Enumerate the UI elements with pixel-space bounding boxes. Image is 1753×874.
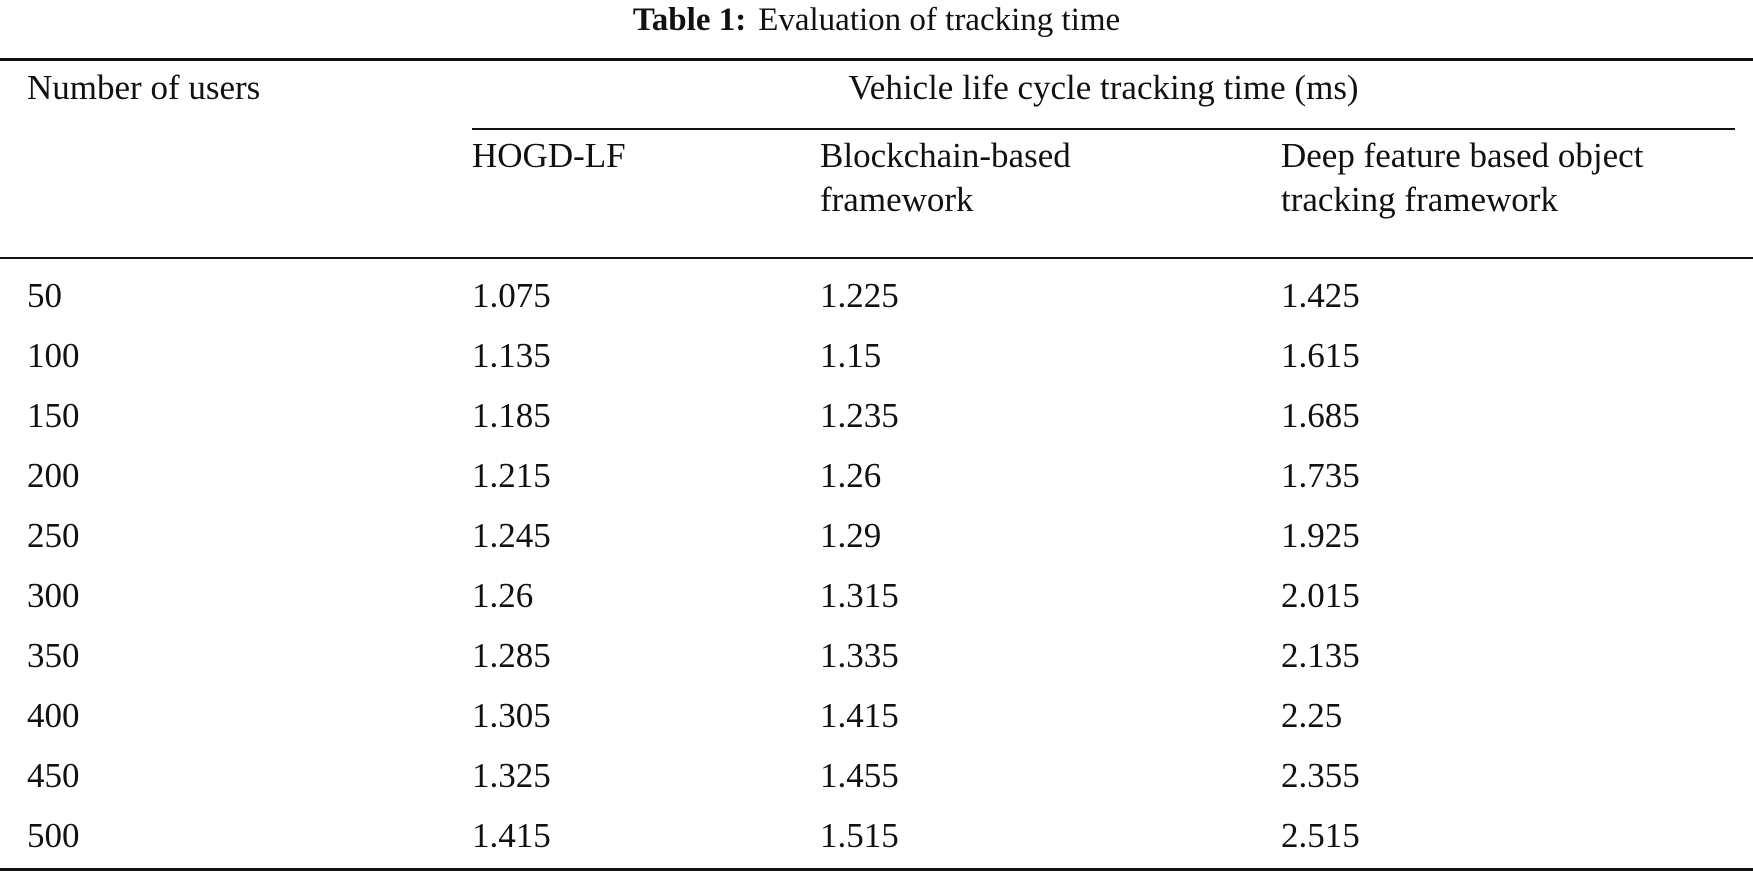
cell-hogd-lf: 1.415 <box>472 816 551 855</box>
cell-users: 450 <box>27 756 80 795</box>
cell-users: 100 <box>27 336 80 375</box>
column-header-line2: tracking framework <box>1281 180 1558 219</box>
cell-users: 200 <box>27 456 80 495</box>
cell-users: 300 <box>27 576 80 615</box>
cell-hogd-lf: 1.325 <box>472 756 551 795</box>
table-row: 250 1.245 1.29 1.925 <box>0 506 1753 566</box>
column-header-line1: Blockchain-based <box>820 136 1071 175</box>
group-header: Vehicle life cycle tracking time (ms) <box>848 68 1359 107</box>
cell-hogd-lf: 1.135 <box>472 336 551 375</box>
table-row: 200 1.215 1.26 1.735 <box>0 446 1753 506</box>
table-bottom-rule <box>0 868 1753 871</box>
table-row: 150 1.185 1.235 1.685 <box>0 386 1753 446</box>
cell-blockchain: 1.415 <box>820 696 899 735</box>
cell-hogd-lf: 1.185 <box>472 396 551 435</box>
group-header-rule <box>472 128 1735 130</box>
cell-blockchain: 1.515 <box>820 816 899 855</box>
table-row: 300 1.26 1.315 2.015 <box>0 566 1753 626</box>
cell-hogd-lf: 1.26 <box>472 576 534 615</box>
table-row: 350 1.285 1.335 2.135 <box>0 626 1753 686</box>
cell-hogd-lf: 1.245 <box>472 516 551 555</box>
cell-blockchain: 1.235 <box>820 396 899 435</box>
cell-blockchain: 1.15 <box>820 336 882 375</box>
cell-hogd-lf: 1.305 <box>472 696 551 735</box>
column-header-blockchain: Blockchain-based framework <box>820 134 1071 222</box>
column-header-hogd-lf: HOGD-LF <box>472 134 626 178</box>
cell-deep-feature: 1.685 <box>1281 396 1360 435</box>
cell-users: 500 <box>27 816 80 855</box>
caption-text: Evaluation of tracking time <box>758 2 1121 38</box>
cell-blockchain: 1.315 <box>820 576 899 615</box>
table-row: 100 1.135 1.15 1.615 <box>0 326 1753 386</box>
caption-label: Table 1: <box>632 2 747 38</box>
cell-deep-feature: 2.135 <box>1281 636 1360 675</box>
column-header-line1: Deep feature based object <box>1281 136 1644 175</box>
row-header: Number of users <box>27 68 261 107</box>
cell-hogd-lf: 1.215 <box>472 456 551 495</box>
cell-blockchain: 1.225 <box>820 276 899 315</box>
table-mid-rule <box>0 257 1753 259</box>
table-row: 400 1.305 1.415 2.25 <box>0 686 1753 746</box>
cell-users: 250 <box>27 516 80 555</box>
column-header-line2: framework <box>820 180 974 219</box>
table-top-rule <box>0 58 1753 61</box>
table-row: 50 1.075 1.225 1.425 <box>0 266 1753 326</box>
cell-deep-feature: 2.015 <box>1281 576 1360 615</box>
cell-blockchain: 1.26 <box>820 456 882 495</box>
table-caption: Table 1: Evaluation of tracking time <box>0 0 1753 40</box>
cell-blockchain: 1.455 <box>820 756 899 795</box>
cell-users: 150 <box>27 396 80 435</box>
cell-hogd-lf: 1.075 <box>472 276 551 315</box>
cell-blockchain: 1.29 <box>820 516 882 555</box>
cell-deep-feature: 2.355 <box>1281 756 1360 795</box>
cell-deep-feature: 1.425 <box>1281 276 1360 315</box>
cell-blockchain: 1.335 <box>820 636 899 675</box>
table-row: 450 1.325 1.455 2.355 <box>0 746 1753 806</box>
column-header-deep-feature: Deep feature based object tracking frame… <box>1281 134 1643 222</box>
column-header-line1: HOGD-LF <box>472 136 626 175</box>
cell-users: 350 <box>27 636 80 675</box>
cell-deep-feature: 2.515 <box>1281 816 1360 855</box>
cell-deep-feature: 1.615 <box>1281 336 1360 375</box>
cell-deep-feature: 1.735 <box>1281 456 1360 495</box>
cell-users: 50 <box>27 276 62 315</box>
cell-hogd-lf: 1.285 <box>472 636 551 675</box>
cell-users: 400 <box>27 696 80 735</box>
cell-deep-feature: 2.25 <box>1281 696 1343 735</box>
table-row: 500 1.415 1.515 2.515 <box>0 806 1753 866</box>
cell-deep-feature: 1.925 <box>1281 516 1360 555</box>
